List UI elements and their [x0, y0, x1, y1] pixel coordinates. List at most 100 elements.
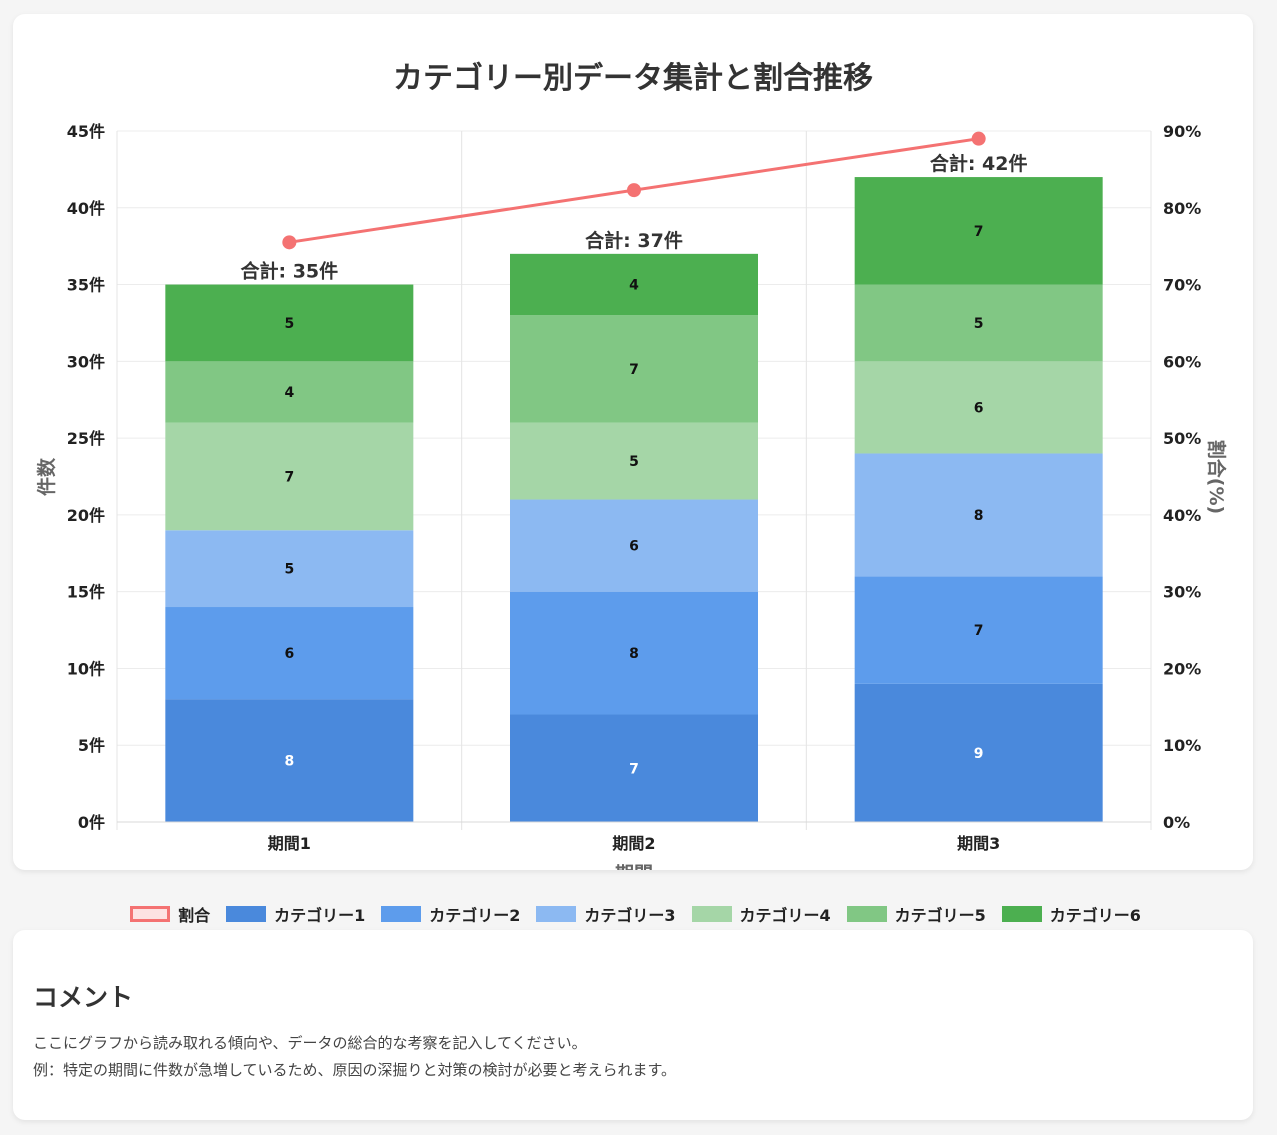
bar-segment [165, 607, 414, 700]
segment-value-label: 6 [974, 400, 984, 416]
legend-item-category-1[interactable]: カテゴリー1 [226, 902, 365, 926]
y2-tick-label: 0% [1163, 813, 1190, 832]
y-axis-title: 件数 [35, 457, 58, 496]
legend-item-category-3[interactable]: カテゴリー3 [536, 902, 676, 926]
y2-tick-label: 90% [1163, 122, 1201, 141]
legend-swatch-category-4 [691, 906, 732, 922]
comment-line: 例：特定の期間に件数が急増しているため、原因の深掘りと対策の検討が必要と考えられ… [33, 1061, 677, 1079]
y-tick-label: 35件 [67, 276, 105, 295]
bar-segment [510, 591, 758, 715]
y-tick-label: 10件 [67, 659, 105, 678]
y-tick-label: 0件 [78, 813, 105, 832]
segment-value-label: 8 [629, 646, 639, 662]
segment-value-label: 5 [974, 316, 984, 332]
bar-segment [510, 499, 758, 592]
bar-segment [165, 361, 414, 423]
legend-swatch-category-5 [846, 906, 887, 922]
legend-item-category-2[interactable]: カテゴリー2 [381, 902, 520, 926]
legend-label: カテゴリー2 [429, 906, 521, 925]
segment-value-label: 5 [284, 562, 294, 578]
segment-value-label: 7 [974, 623, 984, 639]
y2-tick-label: 80% [1163, 199, 1201, 218]
bar-segment [854, 284, 1103, 362]
comment-body: ここにグラフから読み取れる傾向や、データの総合的な考察を記入してください。 例：… [33, 1030, 676, 1084]
legend-label: カテゴリー1 [274, 906, 366, 925]
y-tick-label: 5件 [78, 736, 105, 755]
y-tick-label: 40件 [67, 199, 105, 218]
legend-swatch-category-1 [226, 906, 267, 922]
y2-tick-label: 40% [1163, 506, 1201, 525]
segment-value-label: 6 [284, 646, 294, 662]
total-labels: 合計: 35件 合計: 37件 合計: 42件 [241, 152, 1028, 282]
y2-axis-title: 割合(%) [1205, 440, 1228, 514]
y-tick-label: 25件 [67, 429, 105, 448]
legend-swatch-category-3 [536, 906, 577, 922]
bar-segment [165, 530, 414, 608]
y2-tick-label: 20% [1163, 659, 1201, 678]
y2-tick-label: 60% [1163, 352, 1201, 371]
y2-tick-label: 70% [1163, 276, 1201, 295]
bar-segment [165, 699, 414, 822]
y-tick-label: 45件 [67, 122, 105, 141]
y2-tick-label: 30% [1163, 583, 1201, 602]
bar-segment [510, 714, 758, 822]
segment-value-label: 6 [629, 539, 639, 555]
y-tick-label: 30件 [67, 352, 105, 371]
segment-value-label: 7 [629, 362, 639, 378]
legend-label: カテゴリー4 [739, 906, 831, 925]
legend-item-category-4[interactable]: カテゴリー4 [691, 902, 831, 926]
legend-swatch-category-2 [381, 906, 422, 922]
legend: 割合 カテゴリー1 カテゴリー2 カテゴリー3 カテゴリー4 カテゴリー5 カテ… [0, 900, 1277, 928]
legend-item-category-6[interactable]: カテゴリー6 [1001, 902, 1141, 926]
bar-segment [854, 576, 1103, 684]
bar-segment [854, 683, 1103, 822]
bar-segment [854, 177, 1103, 285]
legend-label: カテゴリー3 [584, 906, 676, 925]
legend-item-ratio[interactable]: 割合 [130, 902, 210, 926]
ratio-point [627, 183, 641, 198]
y-tick-label: 20件 [67, 506, 105, 525]
legend-item-category-5[interactable]: カテゴリー5 [846, 902, 986, 926]
stacked-bar-chart: カテゴリー別データ集計と割合推移 8 6 5 7 4 5 7 8 6 5 7 4 9 7 8 6 5 7 合計: … [35, 61, 1228, 870]
chart-card: カテゴリー別データ集計と割合推移 8 6 5 7 4 5 7 8 6 5 7 4 9 7 8 6 5 7 合計: … [13, 14, 1253, 870]
segment-value-label: 8 [284, 754, 294, 770]
legend-swatch-ratio [130, 906, 171, 922]
bar-segment [510, 422, 758, 500]
segment-value-label: 8 [974, 508, 984, 524]
segment-value-label: 7 [974, 224, 984, 240]
legend-swatch-category-6 [1001, 906, 1042, 922]
ratio-point [282, 235, 297, 250]
total-label: 合計: 37件 [585, 229, 683, 252]
segment-value-label: 4 [629, 278, 639, 294]
comment-line: ここにグラフから読み取れる傾向や、データの総合的な考察を記入してください。 [33, 1034, 587, 1052]
segment-value-label: 4 [284, 385, 294, 401]
total-label: 合計: 35件 [241, 260, 339, 283]
segment-value-label: 7 [629, 761, 639, 777]
total-label: 合計: 42件 [930, 152, 1028, 175]
bar-segment [510, 315, 758, 423]
bar-segment [854, 361, 1103, 454]
segment-labels: 8 6 5 7 4 5 7 8 6 5 7 4 9 7 8 6 5 7 [284, 224, 983, 777]
segment-value-label: 5 [629, 454, 639, 470]
comment-card: コメント ここにグラフから読み取れる傾向や、データの総合的な考察を記入してくださ… [13, 930, 1253, 1120]
bar-segment [510, 253, 758, 316]
ratio-point [971, 131, 986, 146]
legend-label: カテゴリー5 [894, 906, 986, 925]
x-axis-title: 期間 [615, 863, 653, 870]
x-tick-label: 期間1 [268, 834, 311, 853]
y-tick-label: 15件 [67, 583, 105, 602]
x-tick-label: 期間2 [612, 834, 655, 853]
segment-value-label: 5 [284, 316, 294, 332]
chart-title: カテゴリー別データ集計と割合推移 [393, 61, 873, 96]
legend-label: 割合 [178, 906, 211, 925]
axes: 0件 5件 10件 15件 20件 25件 30件 35件 40件 45件 0% 10% 20% 30% 4… [67, 122, 1202, 853]
x-tick-label: 期間3 [957, 834, 1000, 853]
segment-value-label: 9 [974, 746, 984, 762]
bar-segment [165, 422, 414, 531]
legend-label: カテゴリー6 [1049, 906, 1141, 925]
bars [165, 177, 1103, 822]
segment-value-label: 7 [284, 470, 294, 486]
bar-segment [854, 453, 1103, 577]
comment-title: コメント [33, 983, 134, 1012]
bar-segment [165, 284, 414, 362]
